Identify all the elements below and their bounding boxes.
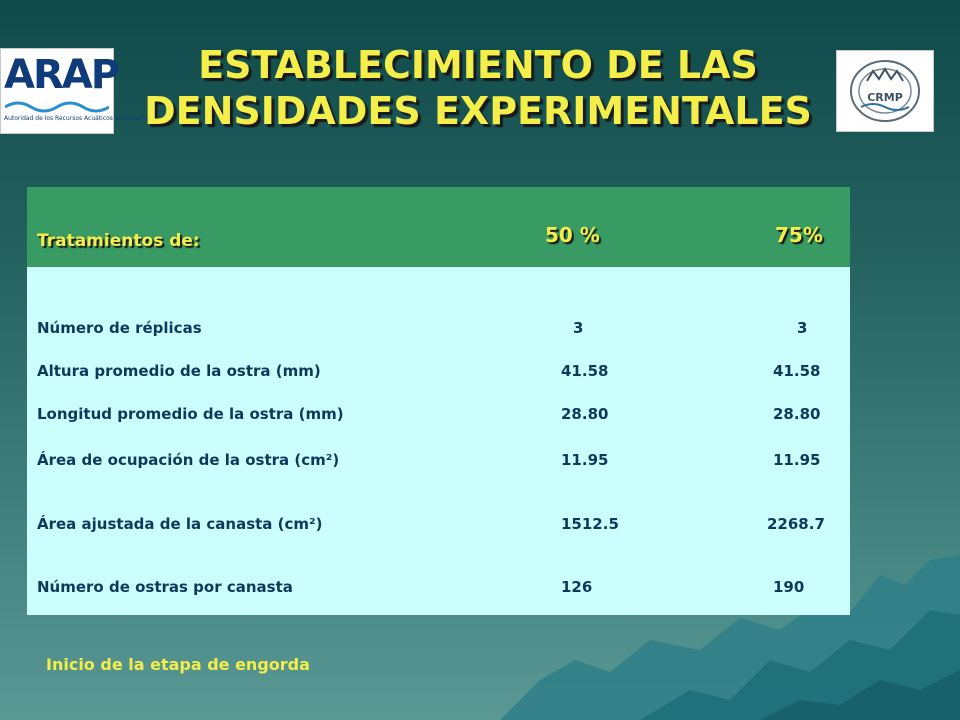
table-row: Altura promedio de la ostra (mm) 41.58 4…: [27, 362, 850, 384]
arap-logo-text: ARAP: [4, 52, 120, 98]
row-value-75: 3: [797, 319, 808, 337]
header-50-percent: 50 %: [545, 223, 600, 247]
row-value-50: 3: [573, 319, 584, 337]
row-label: Área ajustada de la canasta (cm²): [37, 515, 323, 533]
wave-icon: [5, 101, 109, 113]
row-value-75: 2268.7: [767, 515, 825, 533]
row-value-75: 190: [773, 578, 805, 596]
crmp-logo: CRMP: [836, 50, 934, 132]
row-value-50: 41.58: [561, 362, 609, 380]
arap-logo: ARAP Autoridad de los Recursos Acuáticos…: [0, 48, 149, 134]
row-value-75: 28.80: [773, 405, 821, 423]
row-value-50: 126: [561, 578, 593, 596]
title-line-2: DENSIDADES EXPERIMENTALES: [144, 89, 812, 133]
row-label: Área de ocupación de la ostra (cm²): [37, 451, 340, 469]
row-label: Altura promedio de la ostra (mm): [37, 362, 321, 380]
table-row: Área de ocupación de la ostra (cm²) 11.9…: [27, 451, 850, 473]
table-row: Área ajustada de la canasta (cm²) 1512.5…: [27, 515, 850, 537]
footer-caption: Inicio de la etapa de engorda: [46, 655, 310, 674]
row-value-50: 28.80: [561, 405, 609, 423]
row-label: Número de ostras por canasta: [37, 578, 293, 596]
table-header: Tratamientos de: 50 % 75%: [27, 187, 850, 267]
row-value-75: 11.95: [773, 451, 821, 469]
table-row: Longitud promedio de la ostra (mm) 28.80…: [27, 405, 850, 427]
table-row: Número de réplicas 3 3: [27, 319, 850, 341]
row-value-75: 41.58: [773, 362, 821, 380]
page-title: ESTABLECIMIENTO DE LAS DENSIDADES EXPERI…: [120, 42, 836, 134]
row-label: Longitud promedio de la ostra (mm): [37, 405, 344, 423]
shell-icon: CRMP: [850, 60, 920, 122]
title-line-1: ESTABLECIMIENTO DE LAS: [198, 43, 758, 87]
header-treatments: Tratamientos de:: [37, 231, 200, 251]
row-value-50: 11.95: [561, 451, 609, 469]
densities-table: Tratamientos de: 50 % 75% Número de répl…: [27, 187, 850, 615]
crmp-logo-text: CRMP: [867, 91, 903, 104]
table-row: Número de ostras por canasta 126 190: [27, 578, 850, 600]
table-body: Número de réplicas 3 3 Altura promedio d…: [27, 267, 850, 615]
row-label: Número de réplicas: [37, 319, 202, 337]
arap-logo-subtitle: Autoridad de los Recursos Acuáticos de P…: [4, 115, 149, 122]
row-value-50: 1512.5: [561, 515, 619, 533]
header-75-percent: 75%: [775, 223, 823, 247]
